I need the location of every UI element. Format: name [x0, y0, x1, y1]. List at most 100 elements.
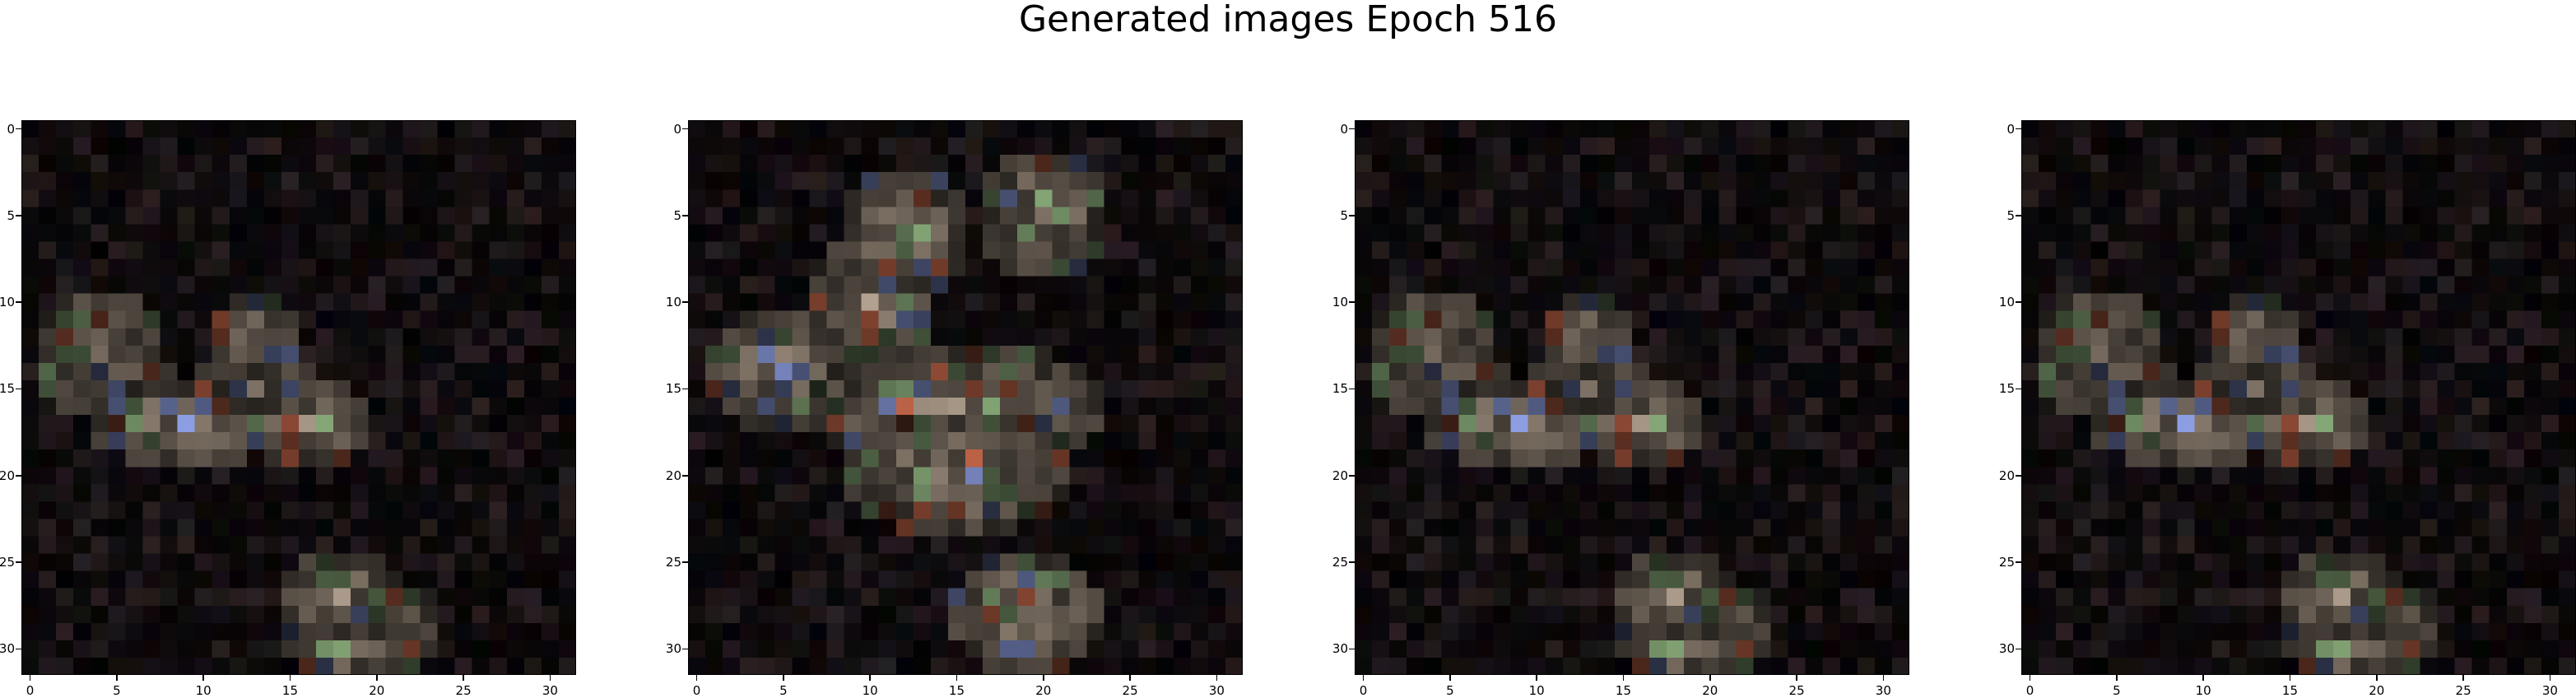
y-tick-mark [682, 648, 688, 650]
y-tick-label: 10 [1998, 295, 2015, 310]
y-tick-label: 30 [0, 641, 15, 657]
y-tick-mark [1349, 215, 1355, 216]
x-tick-label: 10 [1528, 683, 1545, 698]
x-tick-label: 30 [1875, 683, 1891, 698]
y-tick-mark [682, 301, 688, 303]
x-tick-mark [1362, 675, 1365, 681]
axes-frame [1355, 120, 1909, 675]
y-tick-mark [682, 561, 688, 563]
x-tick-label: 15 [1615, 683, 1632, 698]
y-tick-label: 10 [0, 295, 15, 310]
x-tick-label: 15 [2281, 683, 2299, 698]
x-tick-label: 20 [1702, 683, 1718, 698]
y-tick-mark [2016, 648, 2021, 650]
x-tick-mark [289, 675, 291, 681]
y-tick-mark [16, 561, 21, 563]
generated-image-2 [688, 120, 1243, 675]
axes-frame [2021, 120, 2576, 675]
y-tick-label: 5 [2006, 207, 2015, 223]
generated-image-axes-3: 0 5 10 15 20 25 30 0 5 10 15 20 25 30 [1332, 120, 1909, 698]
y-tick-label: 0 [1340, 121, 1348, 137]
x-tick-label: 15 [281, 683, 299, 698]
y-tick-label: 0 [7, 121, 15, 137]
x-tick-mark [2116, 675, 2118, 681]
y-tick-mark [682, 128, 688, 130]
y-tick-label: 5 [673, 207, 681, 223]
x-tick-mark [2202, 675, 2204, 681]
x-tick-label: 25 [1122, 683, 1138, 698]
y-tick-label: 30 [1998, 641, 2015, 657]
x-tick-mark [1796, 675, 1797, 681]
x-tick-label: 20 [369, 683, 385, 698]
y-tick-label: 0 [673, 121, 681, 137]
x-tick-mark [376, 675, 378, 681]
x-tick-mark [463, 675, 464, 681]
y-tick-mark [2016, 215, 2021, 216]
x-tick-label: 5 [2113, 683, 2121, 698]
x-tick-label: 25 [455, 683, 472, 698]
y-tick-label: 5 [7, 207, 15, 223]
y-tick-mark [16, 388, 21, 390]
y-tick-mark [682, 475, 688, 477]
x-tick-label: 5 [779, 683, 788, 698]
x-tick-mark [2376, 675, 2378, 681]
y-tick-mark [682, 215, 688, 216]
y-tick-mark [2016, 388, 2021, 390]
x-tick-label: 30 [542, 683, 558, 698]
y-tick-label: 15 [1998, 381, 2015, 397]
axes-frame [688, 120, 1243, 675]
y-tick-mark [1349, 301, 1355, 303]
y-tick-mark [1349, 128, 1355, 130]
x-tick-mark [2029, 675, 2031, 681]
y-tick-mark [2016, 475, 2021, 477]
x-tick-label: 10 [2195, 683, 2211, 698]
x-tick-label: 25 [1788, 683, 1805, 698]
x-tick-label: 30 [1208, 683, 1225, 698]
y-tick-label: 25 [0, 555, 15, 570]
x-tick-mark [695, 675, 698, 681]
x-tick-label: 20 [1035, 683, 1052, 698]
y-tick-label: 25 [1332, 555, 1348, 570]
x-tick-label: 10 [862, 683, 878, 698]
x-tick-label: 25 [2455, 683, 2471, 698]
x-tick-mark [2289, 675, 2291, 681]
y-tick-mark [682, 388, 688, 390]
generated-image-3 [1355, 120, 1909, 675]
y-tick-label: 25 [1998, 555, 2015, 570]
y-tick-mark [16, 648, 21, 650]
y-tick-mark [16, 128, 21, 130]
y-tick-label: 0 [2006, 121, 2015, 137]
x-tick-mark [1129, 675, 1131, 681]
x-tick-mark [549, 675, 551, 681]
x-tick-mark [956, 675, 958, 681]
y-tick-label: 15 [1332, 381, 1348, 397]
x-tick-label: 0 [26, 683, 35, 698]
y-tick-label: 10 [665, 295, 681, 310]
y-tick-label: 5 [1340, 207, 1348, 223]
y-tick-mark [16, 301, 21, 303]
x-tick-mark [869, 675, 871, 681]
x-tick-label: 15 [948, 683, 965, 698]
x-tick-mark [1536, 675, 1537, 681]
x-tick-label: 0 [692, 683, 701, 698]
y-tick-label: 20 [665, 468, 681, 483]
x-tick-mark [1043, 675, 1044, 681]
y-tick-mark [1349, 475, 1355, 477]
y-tick-mark [2016, 128, 2021, 130]
generated-image-axes-4: 0 5 10 15 20 25 30 0 5 10 15 20 25 30 [1999, 120, 2576, 698]
x-tick-mark [116, 675, 118, 681]
y-tick-label: 30 [1332, 641, 1348, 657]
y-tick-mark [1349, 648, 1355, 650]
y-tick-mark [16, 215, 21, 216]
x-tick-label: 20 [2369, 683, 2385, 698]
y-tick-mark [2016, 301, 2021, 303]
y-tick-label: 20 [0, 468, 15, 483]
y-tick-label: 30 [665, 641, 681, 657]
y-tick-label: 25 [665, 555, 681, 570]
x-tick-mark [29, 675, 31, 681]
generated-image-4 [2021, 120, 2576, 675]
y-tick-label: 15 [665, 381, 681, 397]
y-tick-label: 15 [0, 381, 15, 397]
x-tick-label: 0 [1359, 683, 1368, 698]
y-tick-label: 20 [1332, 468, 1348, 483]
